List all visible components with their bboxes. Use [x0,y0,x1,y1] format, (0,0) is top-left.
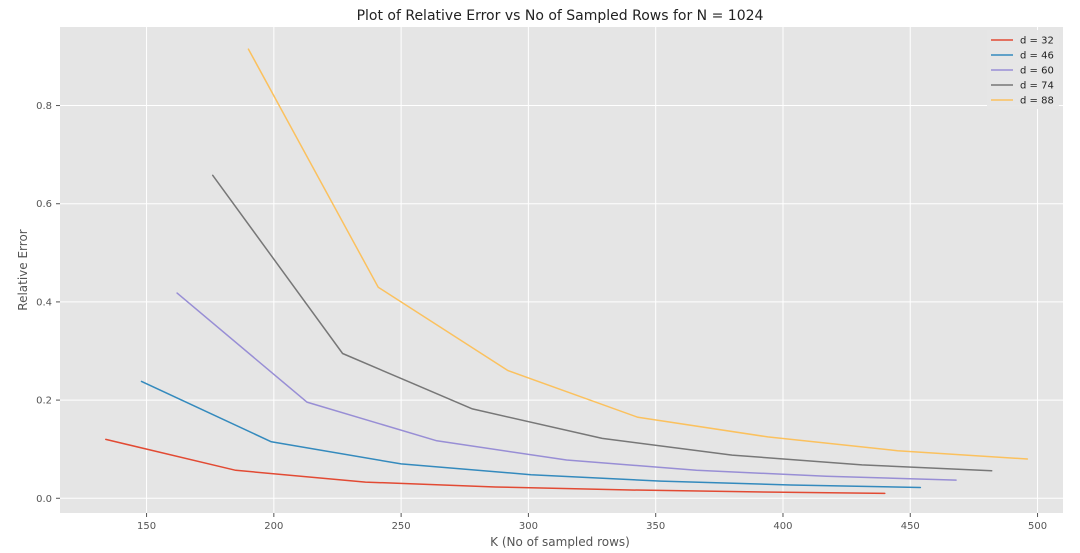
legend-label: d = 74 [1020,81,1054,92]
x-tick-label: 400 [773,521,792,532]
x-tick-label: 500 [1028,521,1047,532]
series-line-1 [105,438,886,495]
y-tick-label: 0.0 [36,494,52,505]
y-tick-label: 0.2 [36,396,52,407]
axis-ticks: 150 200 250 300 350 400 450 500 0.0 0.2 0.4 0.6 0.8 [36,101,1047,532]
chart-title: Plot of Relative Error vs No of Sampled … [357,8,764,24]
legend-label: d = 32 [1020,36,1054,47]
series-line-5 [247,48,1029,460]
series-lines [105,48,1029,495]
x-tick-label: 450 [901,521,920,532]
series-line-2 [140,380,922,489]
x-tick-label: 250 [392,521,411,532]
x-tick-label: 300 [519,521,538,532]
y-tick-label: 0.8 [36,101,52,112]
series-line-3 [176,292,957,481]
x-axis-label: K (No of sampled rows) [490,535,630,549]
y-axis-label: Relative Error [16,229,30,311]
x-tick-label: 350 [646,521,665,532]
plot-area [60,27,1063,513]
x-tick-label: 150 [137,521,156,532]
x-tick-label: 200 [264,521,283,532]
y-tick-label: 0.6 [36,199,52,210]
legend-label: d = 60 [1020,66,1054,77]
legend: d = 32 d = 46 d = 60 d = 74 d = 88 [987,30,1059,109]
legend-label: d = 88 [1020,96,1054,107]
series-line-4 [211,174,993,472]
legend-label: d = 46 [1020,51,1054,62]
y-tick-label: 0.4 [36,297,52,308]
